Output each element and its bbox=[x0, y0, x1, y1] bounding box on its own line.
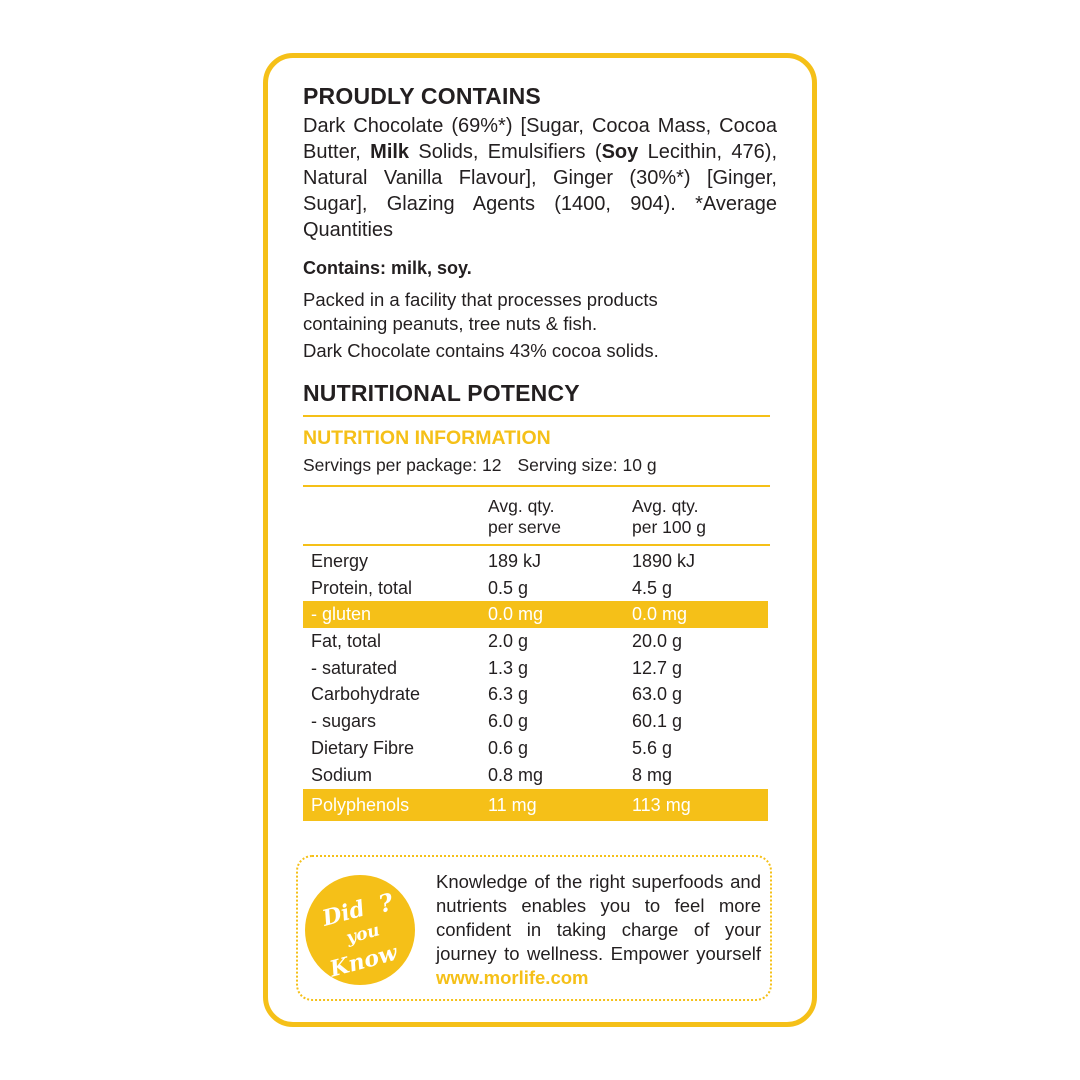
table-row: Protein, total 0.5 g 4.5 g bbox=[303, 575, 768, 602]
per-100g-value: 1890 kJ bbox=[632, 551, 696, 571]
nutrient-name: Polyphenols bbox=[311, 795, 410, 815]
divider bbox=[303, 415, 770, 417]
per-serve-value: 1.3 g bbox=[488, 658, 529, 678]
ingredients-text: Dark Chocolate (69%*) [Sugar, Cocoa Mass… bbox=[303, 115, 777, 241]
nutrient-name: Fat, total bbox=[311, 631, 382, 651]
cocoa-statement: Dark Chocolate contains 43% cocoa solids… bbox=[303, 340, 659, 361]
divider bbox=[303, 485, 770, 487]
did-you-know-badge: Did ? you Know bbox=[305, 875, 415, 985]
per-serve-value: 6.3 g bbox=[488, 684, 529, 704]
per-100g-value: 0.0 mg bbox=[632, 604, 688, 624]
did-you-know-text: Knowledge of the right superfoods and nu… bbox=[436, 871, 761, 988]
per-serve-value: 11 mg bbox=[488, 795, 537, 815]
divider bbox=[303, 544, 770, 546]
nutrient-name: - sugars bbox=[311, 711, 377, 731]
website-link[interactable]: www.morlife.com bbox=[436, 967, 589, 988]
servings-line: Servings per package: 12 Serving size: 10… bbox=[303, 455, 657, 476]
per-100g-value: 113 mg bbox=[632, 795, 691, 815]
per-serve-value: 0.8 mg bbox=[488, 765, 544, 785]
per-100g-value: 4.5 g bbox=[632, 578, 673, 598]
table-row: Dietary Fibre 0.6 g 5.6 g bbox=[303, 735, 768, 762]
header-per-serve: Avg. qty. per serve bbox=[488, 496, 561, 537]
header-per-100g: Avg. qty. per 100 g bbox=[632, 496, 706, 537]
facility-statement: Packed in a facility that processes prod… bbox=[303, 289, 658, 334]
contains-title: PROUDLY CONTAINS bbox=[303, 83, 541, 109]
per-serve-value: 189 kJ bbox=[488, 551, 542, 571]
allergen-statement: Contains: milk, soy. bbox=[303, 258, 472, 278]
nutrient-name: Sodium bbox=[311, 765, 373, 785]
per-100g-value: 12.7 g bbox=[632, 658, 683, 678]
per-100g-value: 60.1 g bbox=[632, 711, 683, 731]
did-you-know-box bbox=[296, 855, 772, 1001]
table-row: - sugars 6.0 g 60.1 g bbox=[303, 708, 768, 735]
table-row: Polyphenols 11 mg 113 mg bbox=[303, 789, 768, 821]
per-serve-value: 0.0 mg bbox=[488, 604, 544, 624]
per-100g-value: 8 mg bbox=[632, 765, 673, 785]
nutrition-panel bbox=[263, 53, 817, 1027]
nutrient-name: Energy bbox=[311, 551, 369, 571]
nutrient-name: Protein, total bbox=[311, 578, 413, 598]
nutrition-info-title: NUTRITION INFORMATION bbox=[303, 427, 551, 449]
per-serve-value: 0.5 g bbox=[488, 578, 529, 598]
per-100g-value: 20.0 g bbox=[632, 631, 683, 651]
table-row: Fat, total 2.0 g 20.0 g bbox=[303, 628, 768, 655]
per-serve-value: 2.0 g bbox=[488, 631, 529, 651]
table-row: - saturated 1.3 g 12.7 g bbox=[303, 655, 768, 682]
table-row: Carbohydrate 6.3 g 63.0 g bbox=[303, 681, 768, 708]
servings-per-package: Servings per package: 12 bbox=[303, 455, 502, 475]
table-row: - gluten 0.0 mg 0.0 mg bbox=[303, 601, 768, 628]
nutrient-name: Carbohydrate bbox=[311, 684, 421, 704]
table-row: Sodium 0.8 mg 8 mg bbox=[303, 762, 768, 789]
potency-title: NUTRITIONAL POTENCY bbox=[303, 380, 580, 406]
nutrient-name: - gluten bbox=[311, 604, 372, 624]
nutrient-name: - saturated bbox=[311, 658, 398, 678]
serving-size: Serving size: 10 g bbox=[517, 455, 657, 475]
per-serve-value: 0.6 g bbox=[488, 738, 529, 758]
table-row: Energy 189 kJ 1890 kJ bbox=[303, 548, 768, 575]
per-100g-value: 63.0 g bbox=[632, 684, 683, 704]
per-serve-value: 6.0 g bbox=[488, 711, 529, 731]
nutrient-name: Dietary Fibre bbox=[311, 738, 415, 758]
per-100g-value: 5.6 g bbox=[632, 738, 673, 758]
